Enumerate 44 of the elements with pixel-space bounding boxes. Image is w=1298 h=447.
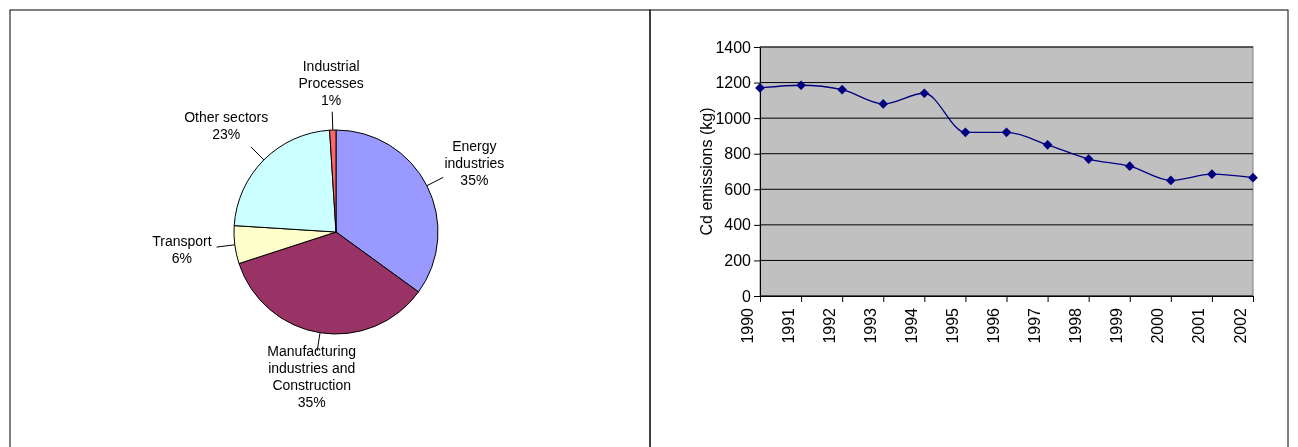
- y-tick-label: 200: [724, 252, 752, 270]
- data-label: 35%: [297, 394, 326, 411]
- x-tick-label: 1990: [738, 307, 756, 344]
- data-label: 23%: [212, 126, 241, 143]
- point: [1207, 169, 1217, 180]
- slice-label: Transport: [152, 232, 212, 249]
- y-axis-title: Cd emissions (kg): [698, 107, 715, 236]
- y-tick-label: 1000: [715, 109, 752, 127]
- point: [1165, 175, 1176, 186]
- slice-label: Energy industries: [444, 138, 505, 172]
- x-tick-label: 1993: [861, 307, 879, 344]
- point: [1083, 154, 1094, 164]
- point: [1124, 161, 1135, 172]
- x-tick-label: 2001: [1190, 307, 1208, 344]
- point: [796, 80, 806, 91]
- x-tick-label: 2002: [1231, 307, 1249, 344]
- point: [919, 88, 930, 99]
- slice-label: Manufacturing industries and Construction: [267, 343, 357, 394]
- y-tick-label: 1200: [715, 74, 752, 92]
- data-label: 35%: [460, 172, 489, 189]
- y-tick-label: 800: [724, 145, 752, 163]
- data-label: 1%: [321, 91, 342, 108]
- data-label: 6%: [171, 249, 193, 266]
- x-tick-label: 2000: [1149, 307, 1167, 344]
- x-tick-label: 1995: [943, 307, 961, 344]
- point: [1248, 172, 1258, 183]
- y-tick-label: 600: [724, 180, 752, 198]
- point: [1001, 127, 1012, 138]
- slice-label: Other sectors: [184, 109, 269, 126]
- x-tick-label: 1991: [779, 307, 797, 344]
- x-tick-label: 1994: [902, 307, 920, 344]
- x-tick-label: 1998: [1067, 307, 1085, 344]
- point: [960, 127, 971, 138]
- y-tick-label: 1400: [715, 38, 752, 56]
- x-tick-label: 1992: [820, 307, 838, 344]
- x-tick-label: 1997: [1026, 307, 1044, 344]
- point: [837, 84, 848, 95]
- slice-label: Industrial Processes: [298, 57, 364, 91]
- point: [1042, 139, 1053, 150]
- point: [878, 99, 889, 109]
- y-tick-label: 400: [724, 216, 752, 234]
- x-tick-label: 1996: [985, 307, 1002, 344]
- y-tick-label: 0: [742, 287, 752, 305]
- x-tick-label: 1999: [1108, 307, 1126, 344]
